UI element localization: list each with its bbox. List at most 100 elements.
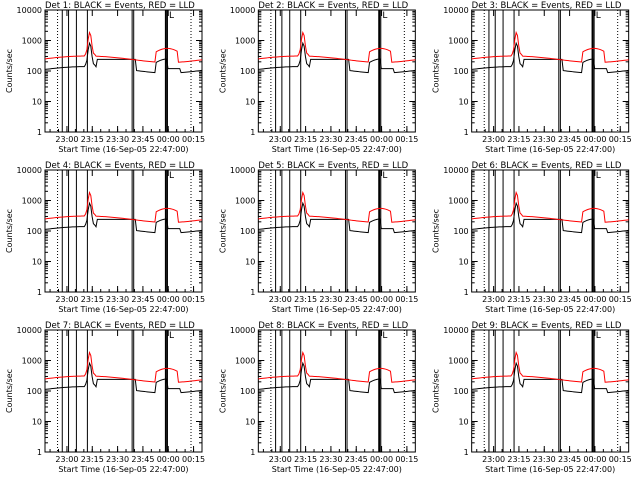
x-tick-label: 23:15 [507,455,530,464]
y-tick-label: 1000 [448,357,468,366]
events-series-line [44,201,203,234]
y-tick-label: 1000 [448,37,468,46]
x-tick-label: 23:45 [345,295,368,304]
legend-mark: L [169,11,174,21]
x-tick-label: 23:30 [106,135,129,144]
y-axis-label: Counts/sec [218,369,227,413]
y-axis-label: Counts/sec [432,209,441,253]
y-axis-label: Counts/sec [5,209,14,253]
y-tick-label: 10000 [443,6,468,15]
x-axis-label: Start Time (16-Sep-05 22:47:00) [485,305,615,314]
x-tick-label: 23:15 [81,455,104,464]
panel-title: Det 2: BLACK = Events, RED = LLD [258,1,408,11]
events-series-line [258,41,416,74]
panel-det-9: 1 10 100 1000 10000 23:00 23:15 23:30 23:45 00:00… [432,321,632,474]
y-tick-label: 1000 [235,357,255,366]
y-tick-label: 1 [250,288,255,297]
x-tick-label: 23:45 [345,455,368,464]
x-tick-label: 00:15 [395,455,418,464]
y-tick-label: 100 [27,227,42,236]
x-tick-label: 23:00 [269,295,292,304]
legend-mark: L [382,171,387,181]
y-tick-label: 1000 [22,37,42,46]
x-tick-label: 23:45 [558,135,581,144]
legend-mark: L [382,331,387,341]
x-axis-label: Start Time (16-Sep-05 22:47:00) [485,145,615,154]
y-axis-label: Counts/sec [5,49,14,93]
x-tick-label: 23:45 [558,455,581,464]
y-tick-label: 1000 [448,197,468,206]
y-tick-label: 10000 [230,326,255,335]
x-tick-label: 00:15 [182,135,205,144]
y-tick-label: 10000 [17,326,42,335]
y-tick-label: 10000 [443,166,468,175]
y-tick-label: 100 [240,67,255,76]
y-tick-label: 100 [27,387,42,396]
x-tick-label: 23:15 [507,135,530,144]
legend-mark: L [596,331,601,341]
panel-det-6: 1 10 100 1000 10000 23:00 23:15 23:30 23:45 00:00… [432,161,632,314]
x-tick-label: 23:15 [294,135,317,144]
y-tick-label: 1 [250,448,255,457]
x-tick-label: 23:45 [131,135,154,144]
x-tick-label: 00:00 [370,295,393,304]
panel-title: Det 9: BLACK = Events, RED = LLD [472,321,622,331]
lld-series-line [471,350,629,383]
y-tick-label: 10 [32,418,42,427]
x-tick-label: 00:15 [182,455,205,464]
lld-series-line [44,30,203,63]
lld-series-line [258,30,416,63]
panel-det-1: 1 10 100 1000 10000 23:00 23:15 23:30 23:45 00:00… [5,1,205,154]
y-tick-label: 1000 [235,197,255,206]
x-tick-label: 23:45 [131,295,154,304]
y-tick-label: 10 [458,418,468,427]
events-series-line [471,361,629,394]
x-axis-label: Start Time (16-Sep-05 22:47:00) [272,465,402,474]
x-tick-label: 00:00 [157,455,180,464]
y-tick-label: 10 [458,258,468,267]
x-tick-label: 00:00 [157,295,180,304]
lld-series-line [471,30,629,63]
x-tick-label: 00:00 [370,135,393,144]
x-tick-label: 23:15 [81,135,104,144]
lld-series-line [44,190,203,223]
y-tick-label: 10 [32,258,42,267]
y-tick-label: 10000 [17,166,42,175]
x-tick-label: 00:00 [583,295,606,304]
y-tick-label: 10000 [230,166,255,175]
x-tick-label: 23:00 [269,135,292,144]
y-tick-label: 1000 [22,197,42,206]
panel-det-5: 1 10 100 1000 10000 23:00 23:15 23:30 23:45 00:00… [218,161,418,314]
x-tick-label: 23:45 [131,455,154,464]
y-axis-label: Counts/sec [432,369,441,413]
x-tick-label: 00:00 [583,135,606,144]
x-tick-label: 23:15 [294,295,317,304]
panel-title: Det 6: BLACK = Events, RED = LLD [472,161,622,171]
x-axis-label: Start Time (16-Sep-05 22:47:00) [485,465,615,474]
y-tick-label: 100 [240,227,255,236]
y-tick-label: 1 [250,128,255,137]
y-tick-label: 10 [245,258,255,267]
x-tick-label: 23:00 [55,455,78,464]
y-tick-label: 1000 [235,37,255,46]
x-tick-label: 23:30 [106,455,129,464]
x-tick-label: 23:00 [55,135,78,144]
panel-det-7: 1 10 100 1000 10000 23:00 23:15 23:30 23:45 00:00… [5,321,205,474]
x-axis-label: Start Time (16-Sep-05 22:47:00) [58,145,188,154]
y-tick-label: 10000 [17,6,42,15]
x-tick-label: 00:15 [182,295,205,304]
y-tick-label: 100 [240,387,255,396]
panel-title: Det 1: BLACK = Events, RED = LLD [45,1,195,11]
legend-mark: L [596,11,601,21]
events-series-line [44,41,203,74]
y-tick-label: 1 [37,288,42,297]
panel-title: Det 4: BLACK = Events, RED = LLD [45,161,195,171]
x-axis-label: Start Time (16-Sep-05 22:47:00) [272,145,402,154]
panel-title: Det 8: BLACK = Events, RED = LLD [258,321,408,331]
panel-det-4: 1 10 100 1000 10000 23:00 23:15 23:30 23:45 00:00… [5,161,205,314]
y-axis-label: Counts/sec [218,209,227,253]
y-tick-label: 100 [453,387,468,396]
x-axis-label: Start Time (16-Sep-05 22:47:00) [58,465,188,474]
events-series-line [44,361,203,394]
